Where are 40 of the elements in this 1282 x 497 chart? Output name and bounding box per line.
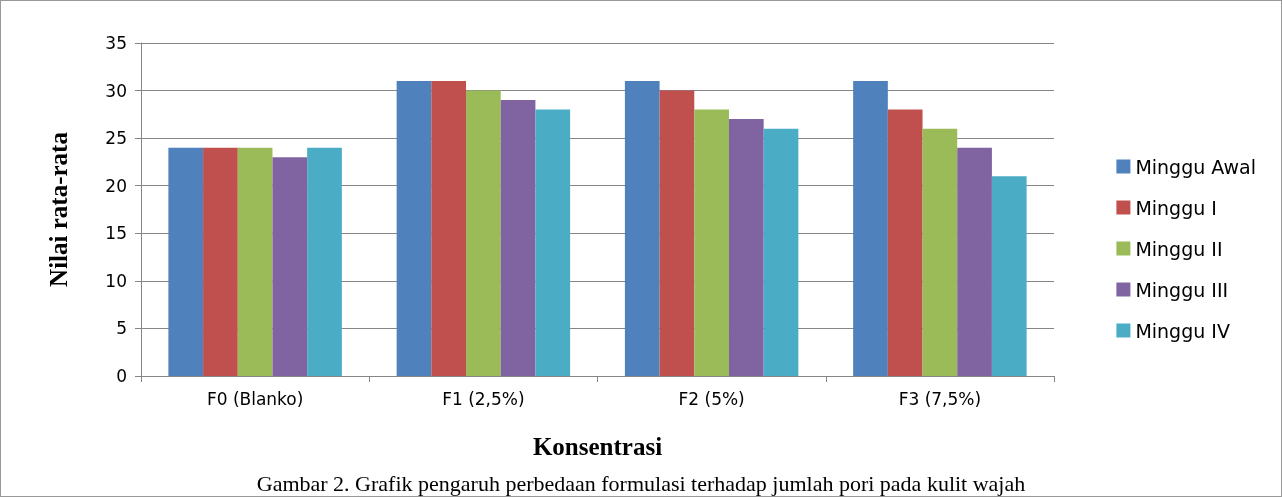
y-tick-label: 25 <box>105 128 127 149</box>
bar <box>922 128 958 376</box>
y-tick-label: 10 <box>105 270 127 291</box>
legend-label: Minggu IV <box>1135 319 1230 342</box>
x-tick-label: F2 (5%) <box>678 388 745 409</box>
y-tick-label: 15 <box>105 223 127 244</box>
x-tick-label: F3 (7,5%) <box>898 388 982 409</box>
bar <box>728 119 764 376</box>
y-tick-label: 35 <box>105 33 127 53</box>
bar <box>853 81 888 376</box>
y-axis-title: Nilai rata-rata <box>45 131 72 287</box>
y-tick-label: 5 <box>116 318 127 339</box>
bar <box>624 81 660 376</box>
legend-label: Minggu Awal <box>1135 155 1256 178</box>
bar <box>535 109 571 376</box>
bar <box>431 81 467 376</box>
bar <box>694 109 729 376</box>
legend-label: Minggu III <box>1135 278 1229 301</box>
bar <box>991 176 1027 376</box>
bar <box>659 90 695 376</box>
y-tick-label: 0 <box>116 366 127 386</box>
bar <box>307 147 342 376</box>
x-tick-label: F0 (Blanko) <box>206 388 304 409</box>
bar <box>168 147 204 376</box>
bar <box>763 128 799 376</box>
bar <box>466 90 501 376</box>
bar <box>396 81 432 376</box>
legend-label: Minggu II <box>1135 237 1223 260</box>
bar <box>500 100 536 376</box>
y-tick-label: 30 <box>105 80 127 101</box>
bar <box>957 147 992 376</box>
x-tick-label: F1 (2,5%) <box>442 388 525 409</box>
legend-label: Minggu I <box>1135 196 1217 219</box>
bar <box>203 147 238 376</box>
x-axis-title: Konsentrasi <box>532 433 663 460</box>
bar <box>272 157 308 376</box>
bar <box>237 147 273 376</box>
text: Gambar 2. Grafik pengaruh perbedaan formulasi terhadap jumlah pori pada kulit wajah <box>256 470 1026 496</box>
y-tick-label: 20 <box>105 175 127 196</box>
bar <box>887 109 923 376</box>
